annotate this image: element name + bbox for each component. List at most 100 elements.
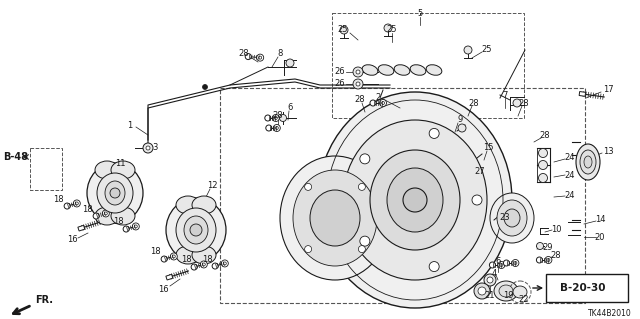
Text: 21: 21 bbox=[484, 292, 495, 300]
Circle shape bbox=[305, 183, 312, 190]
Bar bbox=[220, 88, 585, 303]
Ellipse shape bbox=[494, 281, 518, 301]
Text: 28: 28 bbox=[273, 112, 284, 121]
Text: 10: 10 bbox=[551, 226, 561, 234]
Text: 16: 16 bbox=[67, 235, 77, 244]
Circle shape bbox=[490, 262, 495, 268]
Circle shape bbox=[498, 262, 505, 269]
Circle shape bbox=[536, 242, 543, 249]
Circle shape bbox=[478, 287, 486, 295]
Ellipse shape bbox=[192, 246, 216, 264]
Circle shape bbox=[102, 210, 109, 217]
Text: FR.: FR. bbox=[35, 295, 53, 305]
Circle shape bbox=[272, 115, 279, 122]
Circle shape bbox=[380, 100, 387, 107]
Ellipse shape bbox=[192, 196, 216, 214]
Circle shape bbox=[381, 101, 385, 105]
Text: 7: 7 bbox=[502, 92, 508, 100]
Polygon shape bbox=[579, 92, 586, 96]
Circle shape bbox=[360, 236, 370, 246]
Circle shape bbox=[547, 258, 550, 262]
Text: 28: 28 bbox=[550, 251, 561, 261]
Circle shape bbox=[500, 263, 503, 266]
Circle shape bbox=[474, 283, 490, 299]
Circle shape bbox=[356, 70, 360, 74]
Ellipse shape bbox=[318, 92, 512, 308]
Ellipse shape bbox=[426, 65, 442, 75]
Circle shape bbox=[170, 253, 177, 260]
Circle shape bbox=[512, 259, 519, 266]
Circle shape bbox=[353, 79, 363, 89]
Bar bbox=[546, 274, 628, 302]
Text: 22: 22 bbox=[519, 295, 529, 305]
Text: 28: 28 bbox=[518, 99, 529, 108]
Circle shape bbox=[513, 99, 521, 107]
Circle shape bbox=[275, 127, 278, 130]
Circle shape bbox=[143, 143, 153, 153]
Ellipse shape bbox=[343, 120, 487, 280]
Circle shape bbox=[538, 174, 547, 182]
Circle shape bbox=[504, 260, 509, 266]
Text: 14: 14 bbox=[595, 216, 605, 225]
Text: 24: 24 bbox=[564, 170, 575, 180]
Ellipse shape bbox=[95, 207, 119, 225]
Circle shape bbox=[384, 24, 392, 32]
Text: 4: 4 bbox=[492, 269, 497, 278]
Circle shape bbox=[266, 125, 272, 131]
Text: 24: 24 bbox=[564, 153, 575, 162]
Text: 18: 18 bbox=[113, 218, 124, 226]
Circle shape bbox=[356, 82, 360, 86]
Circle shape bbox=[484, 274, 496, 286]
Text: 18: 18 bbox=[52, 196, 63, 204]
Circle shape bbox=[223, 262, 227, 265]
Ellipse shape bbox=[499, 285, 513, 297]
Text: 24: 24 bbox=[564, 190, 575, 199]
Ellipse shape bbox=[105, 181, 125, 205]
Ellipse shape bbox=[387, 168, 443, 232]
Text: 25: 25 bbox=[482, 46, 492, 55]
Ellipse shape bbox=[584, 156, 592, 168]
Circle shape bbox=[74, 200, 80, 207]
Text: 18: 18 bbox=[180, 256, 191, 264]
Ellipse shape bbox=[176, 196, 200, 214]
Text: 8: 8 bbox=[277, 49, 283, 58]
Text: 2: 2 bbox=[376, 93, 381, 101]
Ellipse shape bbox=[95, 161, 119, 179]
Ellipse shape bbox=[176, 246, 200, 264]
Text: 28: 28 bbox=[540, 131, 550, 140]
Ellipse shape bbox=[362, 65, 378, 75]
Text: 6: 6 bbox=[287, 103, 292, 113]
Circle shape bbox=[487, 277, 493, 283]
Circle shape bbox=[134, 225, 138, 228]
Circle shape bbox=[403, 188, 427, 212]
Text: 29: 29 bbox=[543, 243, 553, 253]
Ellipse shape bbox=[410, 65, 426, 75]
Bar bbox=[30, 148, 62, 190]
Text: 18: 18 bbox=[202, 256, 212, 264]
Circle shape bbox=[358, 246, 365, 253]
Circle shape bbox=[280, 115, 287, 122]
Text: 26: 26 bbox=[335, 68, 346, 77]
Circle shape bbox=[305, 246, 312, 253]
Circle shape bbox=[545, 256, 552, 263]
Text: 18: 18 bbox=[82, 205, 92, 214]
Text: 20: 20 bbox=[595, 233, 605, 241]
Text: 28: 28 bbox=[468, 99, 479, 108]
Text: 6: 6 bbox=[495, 256, 500, 265]
Circle shape bbox=[429, 129, 439, 138]
Circle shape bbox=[340, 26, 348, 34]
Ellipse shape bbox=[111, 207, 135, 225]
Circle shape bbox=[212, 263, 218, 269]
Circle shape bbox=[538, 160, 547, 169]
Circle shape bbox=[123, 226, 129, 232]
Text: 17: 17 bbox=[603, 85, 613, 94]
Ellipse shape bbox=[166, 198, 226, 262]
Ellipse shape bbox=[97, 173, 133, 213]
Circle shape bbox=[64, 203, 70, 209]
Circle shape bbox=[191, 264, 197, 270]
Text: 26: 26 bbox=[335, 79, 346, 88]
Text: 3: 3 bbox=[152, 144, 157, 152]
Circle shape bbox=[161, 256, 167, 262]
Circle shape bbox=[172, 255, 175, 258]
Text: 18: 18 bbox=[150, 248, 160, 256]
